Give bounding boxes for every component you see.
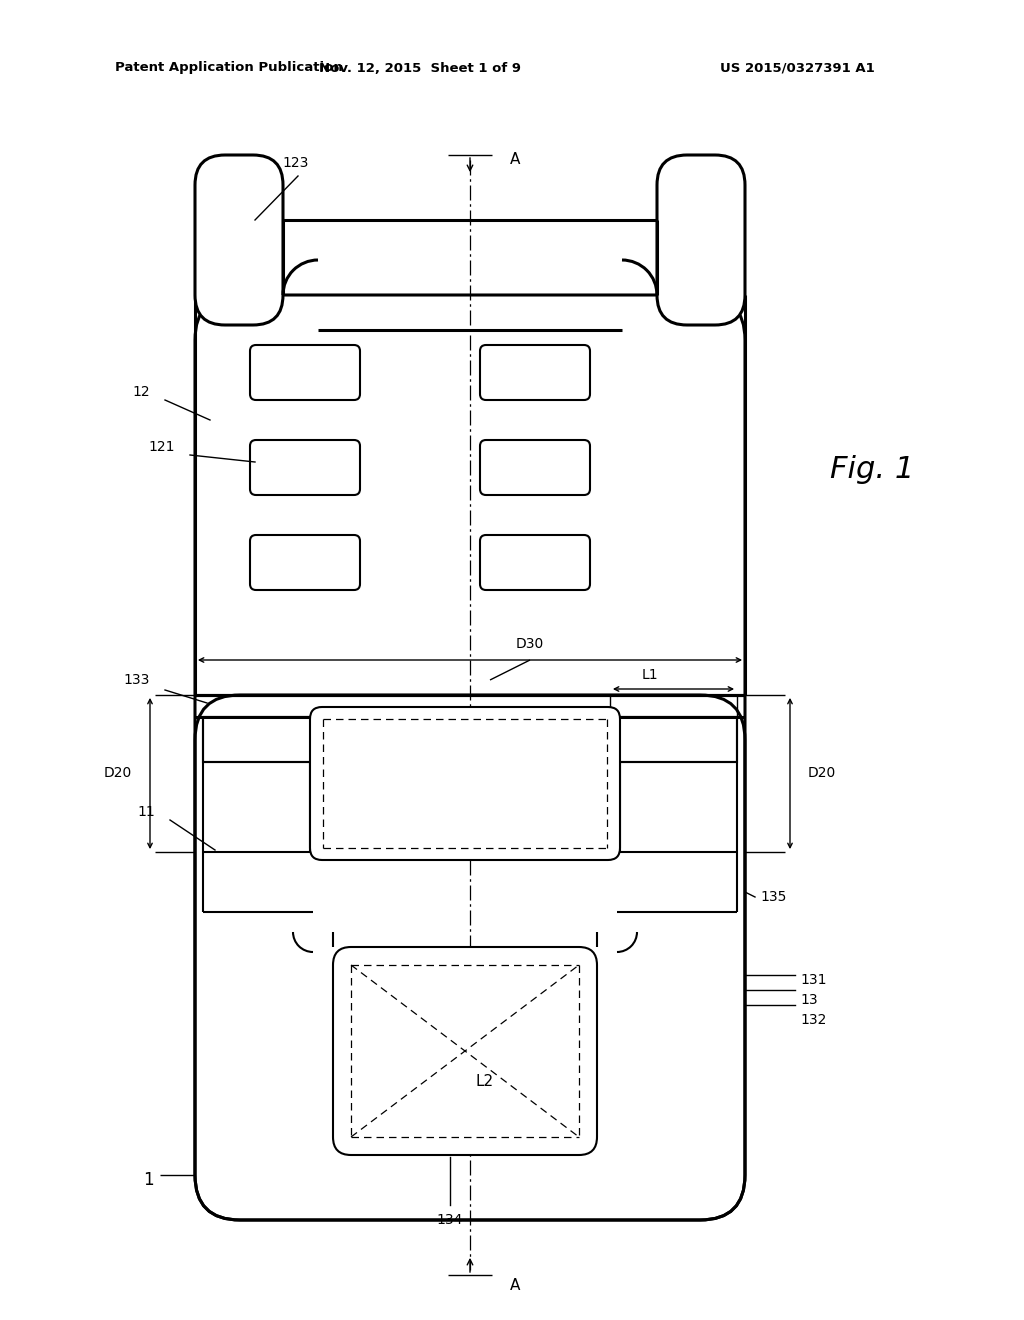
FancyBboxPatch shape	[250, 535, 360, 590]
Text: L2: L2	[476, 1073, 494, 1089]
Text: 11: 11	[137, 805, 155, 818]
Text: 121: 121	[148, 440, 175, 454]
FancyBboxPatch shape	[250, 440, 360, 495]
FancyBboxPatch shape	[480, 345, 590, 400]
Text: D10: D10	[450, 776, 480, 791]
Text: A: A	[510, 152, 520, 168]
Text: Nov. 12, 2015  Sheet 1 of 9: Nov. 12, 2015 Sheet 1 of 9	[319, 62, 521, 74]
Text: 12: 12	[132, 385, 150, 399]
Text: D20: D20	[103, 766, 132, 780]
Text: 132: 132	[800, 1012, 826, 1027]
FancyBboxPatch shape	[195, 696, 745, 1220]
FancyBboxPatch shape	[310, 708, 620, 861]
Text: L1: L1	[642, 668, 658, 682]
Text: 133: 133	[124, 673, 150, 686]
Text: D20: D20	[808, 766, 837, 780]
Text: D30: D30	[516, 638, 544, 651]
Text: US 2015/0327391 A1: US 2015/0327391 A1	[720, 62, 874, 74]
FancyBboxPatch shape	[480, 440, 590, 495]
Text: Fig. 1: Fig. 1	[830, 455, 914, 484]
FancyBboxPatch shape	[250, 345, 360, 400]
FancyBboxPatch shape	[480, 535, 590, 590]
Text: 13: 13	[800, 993, 817, 1007]
FancyBboxPatch shape	[657, 154, 745, 325]
Text: Patent Application Publication: Patent Application Publication	[115, 62, 343, 74]
FancyBboxPatch shape	[333, 946, 597, 1155]
Text: 134: 134	[437, 1213, 463, 1228]
FancyBboxPatch shape	[195, 154, 283, 325]
Bar	[203, 717, 737, 762]
Text: 123: 123	[283, 156, 309, 170]
Text: 1: 1	[142, 1171, 154, 1189]
Text: 135: 135	[760, 890, 786, 904]
Text: A: A	[510, 1278, 520, 1294]
Text: 131: 131	[800, 973, 826, 987]
